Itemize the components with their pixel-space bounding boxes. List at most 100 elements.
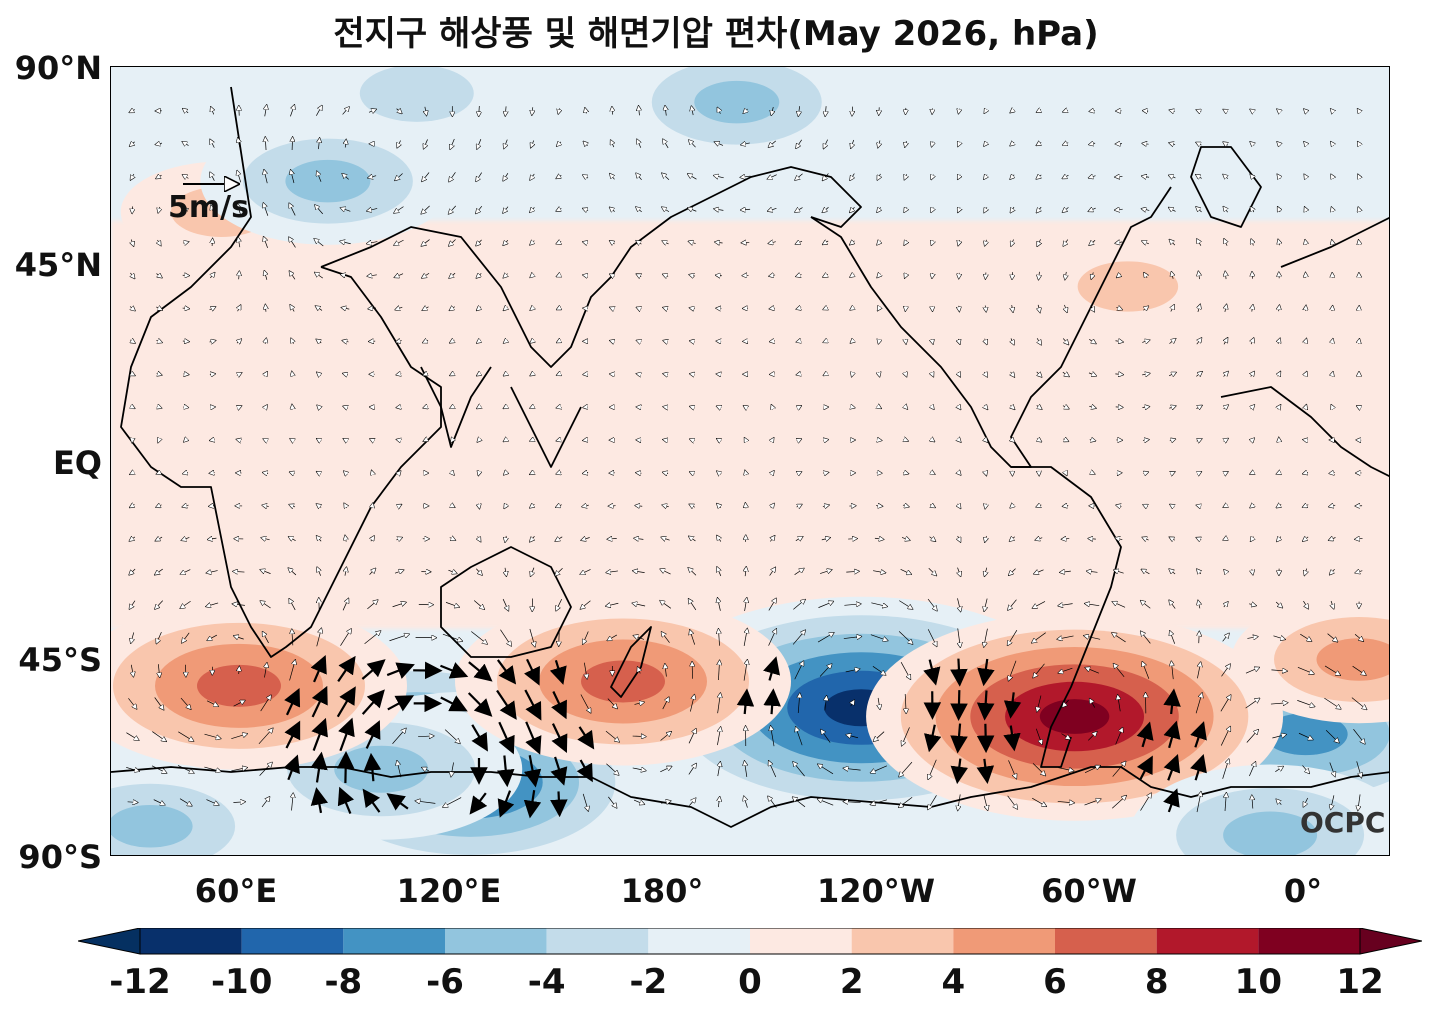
wind-arrow-301 [637, 308, 641, 310]
wind-arrow-708 [207, 603, 219, 606]
wind-arrow-993 [292, 794, 294, 811]
wind-arrow-924 [950, 723, 968, 754]
wind-arrow-174 [1011, 206, 1014, 212]
wind-arrow-485 [530, 439, 534, 441]
wind-arrow-534 [583, 472, 589, 473]
wind-arrow-853 [311, 685, 328, 718]
wind-arrow-865 [634, 702, 644, 704]
wind-arrow-208 [663, 241, 669, 244]
wind-arrow-201 [476, 239, 482, 245]
wind-arrow-225 [1116, 242, 1123, 243]
wind-arrow-822 [743, 660, 747, 681]
wind-arrow-412 [1088, 373, 1096, 376]
wind-arrow-648 [1116, 538, 1123, 540]
wind-arrow-77 [932, 141, 933, 146]
wind-arrow-239 [239, 272, 240, 280]
wind-arrow-512 [1251, 439, 1254, 442]
wind-arrow-31 [959, 109, 960, 113]
wind-arrow-198 [394, 239, 404, 245]
wind-arrow-45 [1331, 109, 1334, 112]
wind-arrow-529 [451, 471, 454, 474]
wind-arrow-588 [771, 504, 774, 508]
wind-arrow-363 [1037, 338, 1041, 344]
wind-arrow-1013 [818, 799, 834, 806]
wind-arrow-122 [878, 173, 881, 180]
wind-arrow-315 [1012, 305, 1013, 312]
wind-arrow-152 [422, 205, 430, 214]
wind-arrow-899 [284, 720, 301, 749]
wind-arrow-861 [524, 689, 542, 721]
wind-arrow-504 [1037, 439, 1041, 442]
wind-arrow-793 [1222, 634, 1229, 642]
wind-arrow-80 [1011, 142, 1015, 145]
wind-arrow-915 [717, 728, 720, 746]
wind-arrow-775 [744, 629, 747, 647]
wind-arrow-154 [476, 205, 483, 213]
wind-arrow-1020 [1007, 795, 1017, 809]
wind-arrow-468 [1331, 405, 1333, 409]
wind-arrow-587 [745, 503, 746, 509]
wind-arrow-219 [958, 240, 959, 245]
wind-arrow-438 [530, 406, 534, 408]
wind-arrow-941 [151, 765, 166, 773]
wind-arrow-838 [1171, 662, 1173, 680]
wind-arrow-72 [796, 139, 802, 148]
wind-arrow-971 [950, 758, 969, 785]
wind-arrow-101 [317, 172, 322, 182]
wind-arrow-955 [523, 755, 542, 788]
wind-arrow-287 [265, 305, 266, 312]
wind-arrow-96 [183, 175, 189, 178]
lon-label-180: 180° [620, 872, 704, 910]
wind-arrow-1000 [469, 792, 488, 815]
wind-arrow-754 [182, 632, 190, 643]
wind-arrow-82 [1063, 143, 1069, 145]
wind-arrow-35 [1063, 110, 1067, 112]
wind-arrow-429 [292, 405, 293, 409]
wind-arrow-187 [1358, 208, 1359, 212]
wind-arrow-326 [1305, 306, 1306, 311]
wind-arrow-185 [1305, 208, 1307, 212]
wind-arrow-3 [211, 107, 214, 115]
wind-arrow-814 [524, 658, 540, 686]
wind-arrow-459 [1089, 406, 1095, 408]
wind-arrow-562 [1330, 473, 1335, 474]
wind-arrow-322 [1198, 305, 1200, 313]
wind-arrow-691 [1009, 568, 1016, 575]
wind-arrow-378 [183, 374, 188, 375]
wind-arrow-108 [503, 172, 509, 180]
wind-arrow-83 [1090, 143, 1096, 144]
wind-arrow-402 [824, 373, 827, 375]
wind-arrow-960 [660, 767, 671, 773]
wind-arrow-653 [1251, 537, 1254, 541]
wind-arrow-95 [156, 175, 162, 178]
wind-arrow-892 [1351, 697, 1366, 709]
wind-arrow-742 [1113, 602, 1126, 608]
wind-arrow-800 [158, 664, 159, 677]
wind-arrow-177 [1089, 208, 1096, 211]
wind-arrow-140 [1358, 175, 1360, 179]
wind-arrow-260 [797, 275, 802, 277]
wind-arrow-245 [395, 274, 404, 278]
wind-arrow-172 [958, 207, 960, 211]
wind-arrow-148 [315, 205, 324, 215]
wind-arrow-790 [1141, 632, 1151, 644]
wind-arrow-532 [530, 472, 534, 474]
wind-arrow-421 [1332, 372, 1333, 376]
anomaly-contour-9-2 [1077, 261, 1179, 312]
wind-arrow-952 [451, 762, 453, 776]
wind-arrow-804 [264, 663, 266, 678]
wind-arrow-92 [1331, 142, 1333, 145]
wind-arrow-391 [531, 373, 534, 375]
wind-arrow-428 [264, 405, 266, 408]
wind-arrow-62 [531, 140, 534, 147]
wind-arrow-350 [690, 341, 694, 342]
wind-arrow-251 [557, 275, 561, 277]
wind-arrow-134 [1196, 175, 1202, 178]
wind-arrow-355 [824, 340, 828, 342]
wind-arrow-807 [337, 655, 356, 683]
wind-arrow-173 [984, 207, 987, 212]
wind-arrow-719 [502, 598, 508, 610]
wind-arrow-818 [638, 668, 641, 674]
wind-arrow-670 [448, 570, 456, 573]
wind-arrow-324 [1252, 305, 1253, 312]
